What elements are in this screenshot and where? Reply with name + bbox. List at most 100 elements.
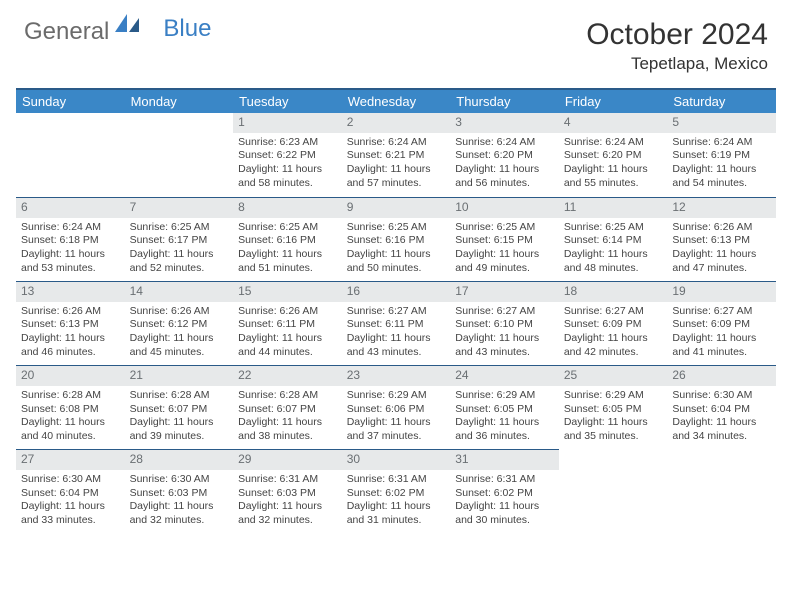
- day-cell: 22 Sunrise: 6:28 AMSunset: 6:07 PMDayligh…: [233, 365, 342, 449]
- day-body: Sunrise: 6:25 AMSunset: 6:15 PMDaylight:…: [455, 221, 554, 276]
- day-cell: 4 Sunrise: 6:24 AMSunset: 6:20 PMDaylight…: [559, 113, 668, 197]
- day-number: 19: [667, 281, 776, 302]
- day-number: 11: [559, 197, 668, 218]
- logo: General Blue: [24, 18, 211, 46]
- day-number: 13: [16, 281, 125, 302]
- weekday-header-row: SundayMondayTuesdayWednesdayThursdayFrid…: [16, 89, 776, 113]
- day-body: Sunrise: 6:24 AMSunset: 6:21 PMDaylight:…: [347, 136, 446, 191]
- day-body: Sunrise: 6:24 AMSunset: 6:19 PMDaylight:…: [672, 136, 771, 191]
- day-cell: 9 Sunrise: 6:25 AMSunset: 6:16 PMDaylight…: [342, 197, 451, 281]
- day-number: 16: [342, 281, 451, 302]
- day-cell: 19Sunrise: 6:27 AMSunset: 6:09 PMDayligh…: [667, 281, 776, 365]
- day-cell: [667, 449, 776, 533]
- day-number: 1: [233, 113, 342, 133]
- day-number: 17: [450, 281, 559, 302]
- day-number: 25: [559, 365, 668, 386]
- day-cell: 17Sunrise: 6:27 AMSunset: 6:10 PMDayligh…: [450, 281, 559, 365]
- day-number: 12: [667, 197, 776, 218]
- day-number: 29: [233, 449, 342, 470]
- logo-text-blue: Blue: [163, 15, 211, 43]
- day-cell: 30Sunrise: 6:31 AMSunset: 6:02 PMDayligh…: [342, 449, 451, 533]
- day-number: 2: [342, 113, 451, 133]
- day-body: Sunrise: 6:29 AMSunset: 6:06 PMDaylight:…: [347, 389, 446, 444]
- day-body: Sunrise: 6:29 AMSunset: 6:05 PMDaylight:…: [455, 389, 554, 444]
- day-body: Sunrise: 6:26 AMSunset: 6:11 PMDaylight:…: [238, 305, 337, 360]
- day-cell: 29 Sunrise: 6:31 AMSunset: 6:03 PMDayligh…: [233, 449, 342, 533]
- day-cell: 27Sunrise: 6:30 AMSunset: 6:04 PMDayligh…: [16, 449, 125, 533]
- day-cell: 25 Sunrise: 6:29 AMSunset: 6:05 PMDayligh…: [559, 365, 668, 449]
- calendar-body: 1 Sunrise: 6:23 AMSunset: 6:22 PMDaylight…: [16, 113, 776, 534]
- day-cell: 24 Sunrise: 6:29 AMSunset: 6:05 PMDayligh…: [450, 365, 559, 449]
- day-number: 15: [233, 281, 342, 302]
- month-title: October 2024: [586, 18, 768, 52]
- day-body: Sunrise: 6:24 AMSunset: 6:20 PMDaylight:…: [455, 136, 554, 191]
- day-number: 24: [450, 365, 559, 386]
- day-body: Sunrise: 6:25 AMSunset: 6:14 PMDaylight:…: [564, 221, 663, 276]
- day-body: Sunrise: 6:29 AMSunset: 6:05 PMDaylight:…: [564, 389, 663, 444]
- day-number: 26: [667, 365, 776, 386]
- weekday-header: Thursday: [450, 89, 559, 113]
- day-body: Sunrise: 6:30 AMSunset: 6:04 PMDaylight:…: [21, 473, 120, 528]
- day-number: 21: [125, 365, 234, 386]
- location: Tepetlapa, Mexico: [586, 54, 768, 74]
- day-number: 10: [450, 197, 559, 218]
- day-cell: [125, 113, 234, 197]
- day-number: 31: [450, 449, 559, 470]
- day-body: Sunrise: 6:23 AMSunset: 6:22 PMDaylight:…: [238, 136, 337, 191]
- day-cell: 1 Sunrise: 6:23 AMSunset: 6:22 PMDaylight…: [233, 113, 342, 197]
- day-body: Sunrise: 6:25 AMSunset: 6:16 PMDaylight:…: [238, 221, 337, 276]
- day-cell: 13Sunrise: 6:26 AMSunset: 6:13 PMDayligh…: [16, 281, 125, 365]
- day-number: 22: [233, 365, 342, 386]
- day-body: Sunrise: 6:31 AMSunset: 6:03 PMDaylight:…: [238, 473, 337, 528]
- weekday-header: Monday: [125, 89, 234, 113]
- day-body: Sunrise: 6:28 AMSunset: 6:07 PMDaylight:…: [238, 389, 337, 444]
- day-body: Sunrise: 6:24 AMSunset: 6:18 PMDaylight:…: [21, 221, 120, 276]
- day-cell: 7 Sunrise: 6:25 AMSunset: 6:17 PMDaylight…: [125, 197, 234, 281]
- day-cell: 26 Sunrise: 6:30 AMSunset: 6:04 PMDayligh…: [667, 365, 776, 449]
- week-row: 6 Sunrise: 6:24 AMSunset: 6:18 PMDaylight…: [16, 197, 776, 281]
- day-number: 14: [125, 281, 234, 302]
- day-cell: 2 Sunrise: 6:24 AMSunset: 6:21 PMDaylight…: [342, 113, 451, 197]
- day-number: 7: [125, 197, 234, 218]
- day-body: Sunrise: 6:28 AMSunset: 6:08 PMDaylight:…: [21, 389, 120, 444]
- weekday-header: Friday: [559, 89, 668, 113]
- day-body: Sunrise: 6:25 AMSunset: 6:16 PMDaylight:…: [347, 221, 446, 276]
- day-body: Sunrise: 6:24 AMSunset: 6:20 PMDaylight:…: [564, 136, 663, 191]
- day-cell: 8 Sunrise: 6:25 AMSunset: 6:16 PMDaylight…: [233, 197, 342, 281]
- week-row: 1 Sunrise: 6:23 AMSunset: 6:22 PMDaylight…: [16, 113, 776, 197]
- logo-text-general: General: [24, 18, 109, 46]
- weekday-header: Saturday: [667, 89, 776, 113]
- day-cell: 12 Sunrise: 6:26 AMSunset: 6:13 PMDayligh…: [667, 197, 776, 281]
- header: General Blue October 2024 Tepetlapa, Mex…: [0, 0, 792, 82]
- day-cell: 21 Sunrise: 6:28 AMSunset: 6:07 PMDayligh…: [125, 365, 234, 449]
- week-row: 13Sunrise: 6:26 AMSunset: 6:13 PMDayligh…: [16, 281, 776, 365]
- day-body: Sunrise: 6:26 AMSunset: 6:13 PMDaylight:…: [672, 221, 771, 276]
- day-cell: 15 Sunrise: 6:26 AMSunset: 6:11 PMDayligh…: [233, 281, 342, 365]
- logo-sail-icon: [113, 12, 141, 39]
- day-number: 9: [342, 197, 451, 218]
- day-number: 18: [559, 281, 668, 302]
- day-cell: 3 Sunrise: 6:24 AMSunset: 6:20 PMDaylight…: [450, 113, 559, 197]
- day-cell: [559, 449, 668, 533]
- day-cell: 6 Sunrise: 6:24 AMSunset: 6:18 PMDaylight…: [16, 197, 125, 281]
- day-body: Sunrise: 6:27 AMSunset: 6:11 PMDaylight:…: [347, 305, 446, 360]
- day-number: 6: [16, 197, 125, 218]
- day-body: Sunrise: 6:27 AMSunset: 6:09 PMDaylight:…: [564, 305, 663, 360]
- day-cell: 23Sunrise: 6:29 AMSunset: 6:06 PMDayligh…: [342, 365, 451, 449]
- day-body: Sunrise: 6:31 AMSunset: 6:02 PMDaylight:…: [347, 473, 446, 528]
- day-number: 8: [233, 197, 342, 218]
- day-number: 5: [667, 113, 776, 133]
- week-row: 27Sunrise: 6:30 AMSunset: 6:04 PMDayligh…: [16, 449, 776, 533]
- day-body: Sunrise: 6:30 AMSunset: 6:04 PMDaylight:…: [672, 389, 771, 444]
- day-cell: 10 Sunrise: 6:25 AMSunset: 6:15 PMDayligh…: [450, 197, 559, 281]
- title-block: October 2024 Tepetlapa, Mexico: [586, 18, 768, 74]
- day-cell: 20Sunrise: 6:28 AMSunset: 6:08 PMDayligh…: [16, 365, 125, 449]
- week-row: 20Sunrise: 6:28 AMSunset: 6:08 PMDayligh…: [16, 365, 776, 449]
- day-body: Sunrise: 6:25 AMSunset: 6:17 PMDaylight:…: [130, 221, 229, 276]
- day-number: 4: [559, 113, 668, 133]
- day-cell: 31Sunrise: 6:31 AMSunset: 6:02 PMDayligh…: [450, 449, 559, 533]
- day-body: Sunrise: 6:28 AMSunset: 6:07 PMDaylight:…: [130, 389, 229, 444]
- day-number: 3: [450, 113, 559, 133]
- day-cell: 16 Sunrise: 6:27 AMSunset: 6:11 PMDayligh…: [342, 281, 451, 365]
- day-body: Sunrise: 6:26 AMSunset: 6:12 PMDaylight:…: [130, 305, 229, 360]
